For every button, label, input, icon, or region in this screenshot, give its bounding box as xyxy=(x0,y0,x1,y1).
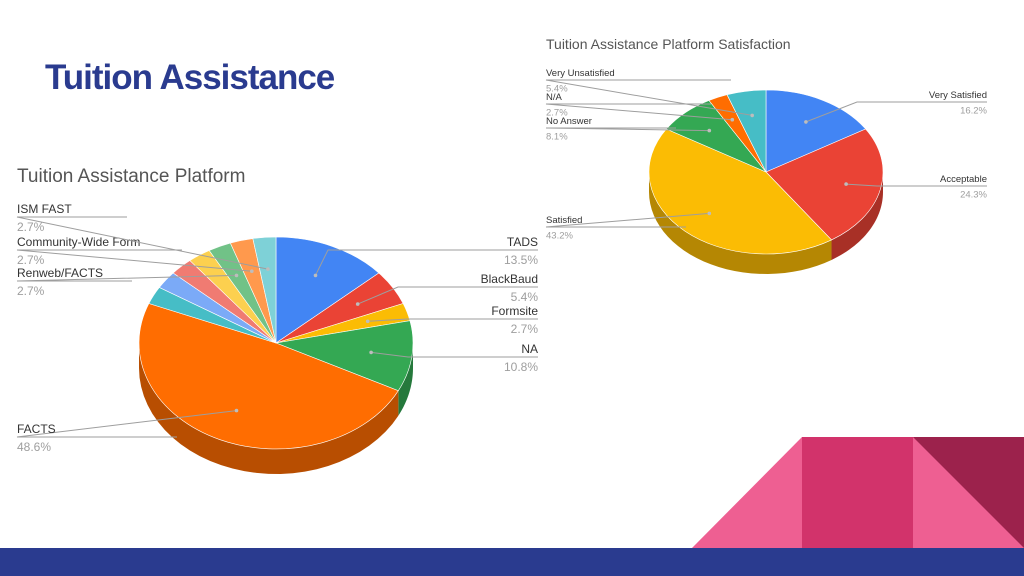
satisfaction-label-very-unsatisfied: Very Unsatisfied xyxy=(546,68,615,79)
satisfaction-pie-top xyxy=(648,89,884,255)
platform-label-blackbaud: BlackBaud xyxy=(481,272,538,286)
satisfaction-side-2 xyxy=(649,172,832,274)
platform-slice-ism-fast xyxy=(252,236,277,344)
platform-side-4 xyxy=(139,343,399,474)
platform-labels: TADS 13.5% BlackBaud 5.4%Formsite 2.7% NA 10.8… xyxy=(16,202,539,454)
satisfaction-label-acceptable: Acceptable xyxy=(940,174,987,185)
satisfaction-pct-very-satisfied: 16.2% xyxy=(960,106,987,117)
satisfaction-leader-dot-no-answer xyxy=(707,128,712,133)
satisfaction-leader-dot-very-unsatisfied xyxy=(750,113,754,118)
platform-leader-renweb-facts xyxy=(16,274,237,282)
satisfaction-label-no-answer: No Answer xyxy=(546,116,592,127)
satisfaction-pct-very-unsatisfied: 5.4% xyxy=(546,84,568,95)
satisfaction-pct-satisfied: 43.2% xyxy=(546,231,573,242)
platform-leader-facts xyxy=(16,410,237,438)
platform-pct-na: 10.8% xyxy=(504,360,538,374)
satisfaction-slice-very-satisfied xyxy=(765,89,867,173)
satisfaction-label-satisfied: Satisfied xyxy=(546,215,582,226)
satisfaction-leader-very-unsatisfied xyxy=(545,79,753,116)
platform-label-formsite: Formsite xyxy=(491,304,538,318)
platform-pct-ism-fast: 2.7% xyxy=(17,220,45,234)
platform-pie-top xyxy=(138,236,414,450)
platform-leader-formsite xyxy=(367,318,538,322)
footer-bar xyxy=(0,548,1024,576)
platform-leader-dot-formsite xyxy=(365,319,370,324)
platform-label-ism-fast: ISM FAST xyxy=(17,202,72,216)
satisfaction-leader-dot-satisfied xyxy=(707,211,712,216)
platform-leader-ism-fast xyxy=(16,216,269,270)
satisfaction-pct-no-answer: 8.1% xyxy=(546,132,568,143)
decor-pink-right-triangle xyxy=(913,437,1024,548)
platform-chart-title: Tuition Assistance Platform xyxy=(17,166,246,187)
platform-leader-community-wide-form xyxy=(16,249,252,272)
platform-leader-blackbaud xyxy=(357,286,538,305)
platform-pie-sides xyxy=(139,343,413,474)
slide-title: Tuition Assistance xyxy=(45,58,335,97)
satisfaction-label-n-a: N/A xyxy=(546,92,563,103)
decor-pink-triangle xyxy=(692,437,802,548)
platform-slice-tads xyxy=(275,236,380,344)
platform-slice-na xyxy=(274,320,414,392)
satisfaction-leader-dot-very-satisfied xyxy=(804,120,808,124)
platform-side-3 xyxy=(398,343,413,416)
platform-label-na: NA xyxy=(521,342,538,356)
platform-leader-dot-community-wide-form xyxy=(250,269,254,273)
platform-pct-blackbaud: 5.4% xyxy=(511,290,539,304)
platform-pct-facts: 48.6% xyxy=(17,440,51,454)
platform-pct-community-wide-form: 2.7% xyxy=(17,253,45,267)
platform-leader-dot-ism-fast xyxy=(266,267,270,271)
platform-pie-chart: TADS 13.5% BlackBaud 5.4%Formsite 2.7% NA 10.8… xyxy=(16,202,539,474)
satisfaction-slice-acceptable xyxy=(765,128,884,241)
platform-pct-tads: 13.5% xyxy=(504,253,538,267)
platform-label-facts: FACTS xyxy=(17,422,56,436)
satisfaction-leader-n-a xyxy=(545,103,733,121)
satisfaction-leader-acceptable xyxy=(846,183,987,187)
satisfaction-pie-chart: Very Satisfied 16.2% Acceptable 24.3% Satisf… xyxy=(545,68,988,274)
satisfaction-labels: Very Satisfied 16.2% Acceptable 24.3% Satisf… xyxy=(545,68,988,242)
platform-label-tads: TADS xyxy=(507,235,538,249)
platform-label-community-wide-form: Community-Wide Form xyxy=(17,235,140,249)
platform-leader-dot-facts xyxy=(234,408,239,413)
decor-pink-square xyxy=(802,437,913,548)
platform-leader-dot-renweb-facts xyxy=(234,273,239,278)
satisfaction-leader-no-answer xyxy=(545,127,710,132)
platform-leader-tads xyxy=(315,249,538,276)
satisfaction-pct-acceptable: 24.3% xyxy=(960,190,987,201)
platform-slice-facts xyxy=(138,303,399,450)
platform-leader-dot-na xyxy=(369,350,373,355)
satisfaction-leader-very-satisfied xyxy=(805,101,987,123)
platform-leader-na xyxy=(371,351,538,358)
satisfaction-leader-dot-acceptable xyxy=(844,182,848,186)
platform-leader-dot-blackbaud xyxy=(355,302,360,306)
platform-pct-formsite: 2.7% xyxy=(511,322,539,336)
satisfaction-pct-n-a: 2.7% xyxy=(546,108,568,119)
satisfaction-side-1 xyxy=(831,172,883,260)
satisfaction-label-very-satisfied: Very Satisfied xyxy=(929,90,987,101)
satisfaction-slice-satisfied xyxy=(648,128,833,255)
platform-pct-renweb-facts: 2.7% xyxy=(17,284,45,298)
platform-label-renweb-facts: Renweb/FACTS xyxy=(17,266,103,280)
satisfaction-leader-dot-n-a xyxy=(730,117,735,122)
satisfaction-pie-sides xyxy=(649,172,883,274)
satisfaction-slice-very-unsatisfied xyxy=(726,89,767,173)
satisfaction-chart-title: Tuition Assistance Platform Satisfaction xyxy=(546,36,791,52)
satisfaction-leader-satisfied xyxy=(545,212,710,228)
decor-maroon-square xyxy=(913,437,1024,548)
platform-leader-dot-tads xyxy=(313,273,318,278)
